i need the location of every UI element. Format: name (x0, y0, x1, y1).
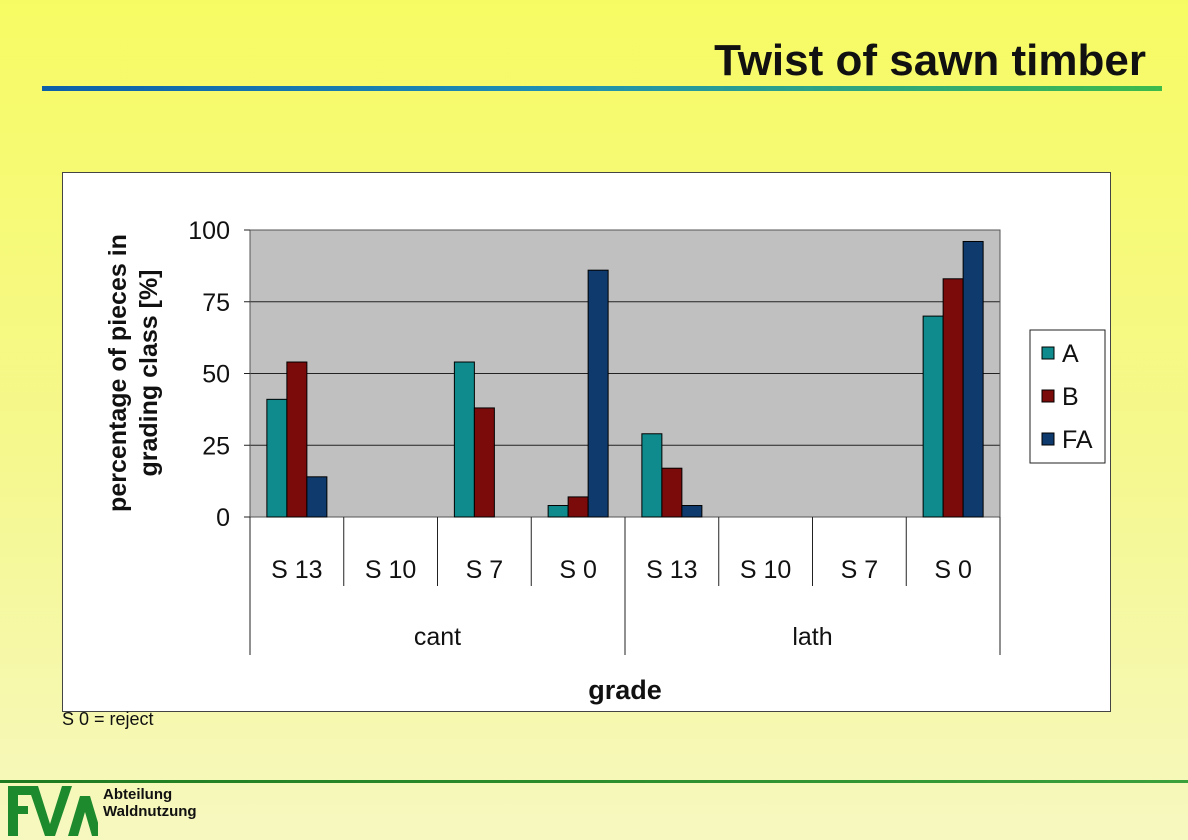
footer-divider (0, 780, 1188, 783)
fva-logo (8, 786, 98, 836)
bar-a-4 (547, 505, 569, 518)
x-group-label: lath (792, 623, 832, 651)
bar-b-1 (286, 361, 308, 518)
chart-frame: 0 25 50 75 100 S 13 S 10 S 7 S 0 S 13 S 10 S 7 S 0 c… (62, 172, 1111, 712)
legend-swatch-b (1041, 389, 1055, 403)
legend-label-fa: FA (1062, 426, 1093, 454)
x-tick-label: S 7 (466, 556, 504, 584)
footnote: S 0 = reject (62, 709, 154, 729)
bar-a-1 (266, 398, 288, 518)
bar-a-3 (453, 361, 475, 518)
bar-fa-8 (962, 240, 984, 518)
y-tick-label: 0 (216, 504, 230, 532)
x-axis-label: grade (588, 675, 662, 705)
y-tick-label: 25 (202, 432, 230, 460)
x-tick-label: S 10 (365, 556, 416, 584)
department-line-2: Waldnutzung (103, 803, 197, 820)
bar-fa-4 (587, 269, 609, 518)
legend: AB FA (1029, 329, 1106, 464)
bar-fa-1 (306, 476, 328, 518)
x-group-label: cant (414, 623, 461, 651)
bar-b-3 (473, 407, 495, 518)
department-line-1: Abteilung (103, 786, 173, 803)
y-axis-label-line2: grading class [%] (135, 270, 163, 477)
y-tick-label: 50 (202, 361, 230, 389)
x-tick-label: S 0 (559, 556, 597, 584)
title-divider (42, 86, 1162, 91)
x-tick-label: S 13 (646, 556, 697, 584)
department-name: Abteilung Waldnutzung (103, 786, 197, 820)
x-tick-label: S 0 (934, 556, 972, 584)
y-axis-label-line1: percentage of pieces in (104, 234, 132, 512)
y-axis-ticks: 0 25 50 75 100 (188, 217, 250, 532)
bar-a-5 (641, 433, 663, 518)
slide-title: Twist of sawn timber (714, 36, 1146, 85)
y-tick-label: 75 (202, 289, 230, 317)
legend-label-a: A (1062, 340, 1079, 368)
x-tick-label: S 13 (271, 556, 322, 584)
bar-b-4 (567, 496, 589, 518)
bar-a-8 (922, 315, 944, 518)
bar-b-8 (942, 278, 964, 518)
x-tick-label: S 10 (740, 556, 791, 584)
legend-label-b: B (1062, 383, 1079, 411)
bar-fa-5 (681, 505, 703, 518)
bar-chart: 0 25 50 75 100 S 13 S 10 S 7 S 0 S 13 S 10 S 7 S 0 c… (104, 217, 1106, 705)
bar-b-5 (661, 467, 683, 518)
legend-swatch-a (1041, 346, 1055, 360)
x-axis: S 13 S 10 S 7 S 0 S 13 S 10 S 7 S 0 cant lath (249, 517, 1001, 655)
bars (266, 240, 984, 518)
x-tick-label: S 7 (841, 556, 879, 584)
grid-lines (249, 229, 1001, 518)
legend-swatch-fa (1041, 432, 1055, 446)
y-tick-label: 100 (188, 217, 230, 245)
